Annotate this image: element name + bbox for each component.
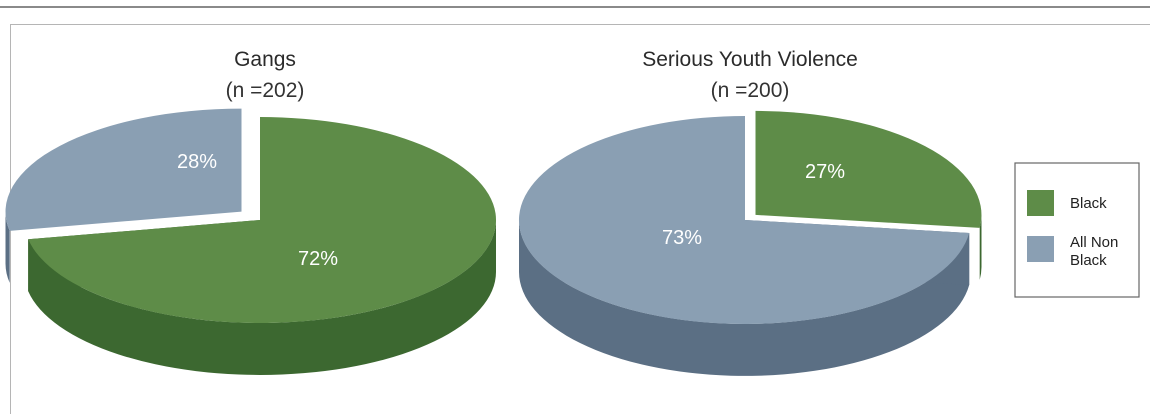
top-rule [0, 6, 1150, 8]
chart2-slice-side-black [979, 214, 982, 280]
chart1-slice-side-black [28, 220, 496, 375]
chart1-title: Gangs [234, 48, 296, 71]
chart1-label-black: 72% [298, 248, 338, 270]
chart2-slice-black [755, 110, 982, 228]
legend-swatch-black [1027, 190, 1054, 216]
chart1-slice-side-all-non-black [5, 211, 10, 283]
chart2-slice-all-non-black [518, 116, 970, 324]
chart2-label-nonblack: 73% [662, 227, 702, 249]
legend-box [1014, 162, 1140, 298]
chart2-title: Serious Youth Violence [642, 48, 858, 71]
chart1-slice-black [28, 117, 497, 323]
legend-label-black: Black [1070, 195, 1107, 212]
chart1-subtitle: (n =202) [226, 79, 305, 102]
legend: Black All Non Black [1014, 162, 1140, 298]
chart1-slice-all-non-black [5, 108, 242, 231]
chart2-slice-side-all-non-black [519, 220, 970, 376]
legend-label-all-non-black-line1: All Non [1070, 234, 1118, 251]
pie-gangs [5, 108, 497, 375]
chart2-label-black: 27% [805, 161, 845, 183]
chart2-subtitle: (n =200) [711, 79, 790, 102]
chart1-label-nonblack: 28% [177, 151, 217, 173]
pie-serious-youth-violence [518, 110, 982, 376]
legend-label-all-non-black-line2: Black [1070, 252, 1107, 269]
legend-swatch-all-non-black [1027, 236, 1054, 262]
